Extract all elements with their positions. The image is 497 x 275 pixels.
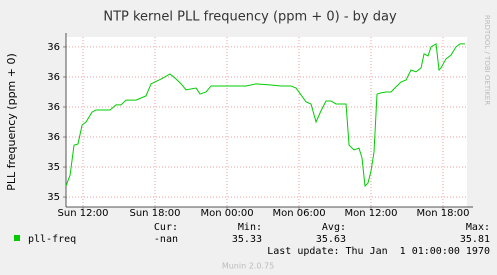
y-tick-label: 36	[47, 72, 60, 83]
x-tick-label: Mon 12:00	[344, 208, 397, 219]
legend-label: pll-freq	[28, 234, 76, 245]
y-tick-label: 35	[47, 192, 60, 203]
stat-label: Max:	[466, 222, 490, 233]
y-tick-label: 35	[47, 162, 60, 173]
y-tick-label: 36	[47, 42, 60, 53]
watermark: RRDTOOL / TOBI OETIKER	[483, 15, 491, 105]
y-tick-label: 36	[47, 102, 60, 113]
x-tick-label: Sun 12:00	[58, 208, 109, 219]
data-line	[65, 43, 465, 188]
last-update: Last update: Thu Jan 1 01:00:00 1970	[267, 246, 490, 257]
x-tick-label: Mon 06:00	[272, 208, 325, 219]
stat-label: Cur:	[154, 222, 178, 233]
stat-value: 35.33	[232, 234, 262, 245]
x-tick-label: Mon 18:00	[416, 208, 469, 219]
stat-value: 35.81	[460, 234, 490, 245]
footer: Munin 2.0.75	[222, 262, 274, 271]
plot-area	[66, 37, 467, 207]
y-axis-label: PLL frequency (ppm + 0)	[5, 53, 18, 191]
x-tick-label: Mon 00:00	[200, 208, 253, 219]
stat-value: -nan	[154, 234, 178, 245]
x-tick-label: Sun 18:00	[130, 208, 181, 219]
stat-value: 35.63	[316, 234, 346, 245]
stat-label: Avg:	[322, 222, 346, 233]
y-tick-label: 36	[47, 132, 60, 143]
stat-label: Min:	[238, 222, 262, 233]
legend-swatch	[14, 235, 20, 241]
chart-title: NTP kernel PLL frequency (ppm + 0) - by …	[103, 10, 397, 25]
